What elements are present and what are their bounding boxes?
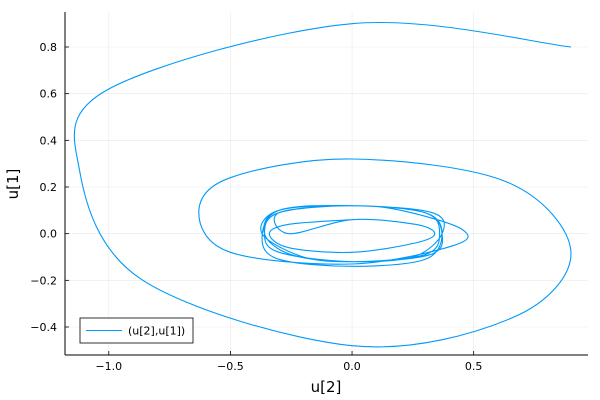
x-tick-label: −0.5 <box>217 360 244 373</box>
axes <box>64 12 588 356</box>
y-axis-title: u[1] <box>4 169 22 200</box>
legend: (u[2],u[1]) <box>79 317 194 344</box>
y-tick-label: 0.8 <box>40 41 58 54</box>
y-ticks: −0.4 −0.2 0.0 0.2 0.4 0.6 0.8 <box>30 41 69 334</box>
x-tick-label: 0.5 <box>465 360 483 373</box>
x-tick-label: 0.0 <box>343 360 361 373</box>
x-ticks: −1.0 −0.5 0.0 0.5 <box>95 351 482 373</box>
y-tick-label: 0.0 <box>40 228 58 241</box>
legend-label: (u[2],u[1]) <box>128 325 185 338</box>
y-tick-label: 0.6 <box>40 88 58 101</box>
y-tick-label: −0.2 <box>30 274 57 287</box>
series-layer <box>73 21 572 348</box>
x-tick-label: −1.0 <box>95 360 122 373</box>
series-line <box>73 21 572 348</box>
y-tick-label: −0.4 <box>30 321 57 334</box>
y-tick-label: 0.4 <box>40 134 58 147</box>
x-axis-title: u[2] <box>311 378 342 396</box>
y-tick-label: 0.2 <box>40 181 58 194</box>
